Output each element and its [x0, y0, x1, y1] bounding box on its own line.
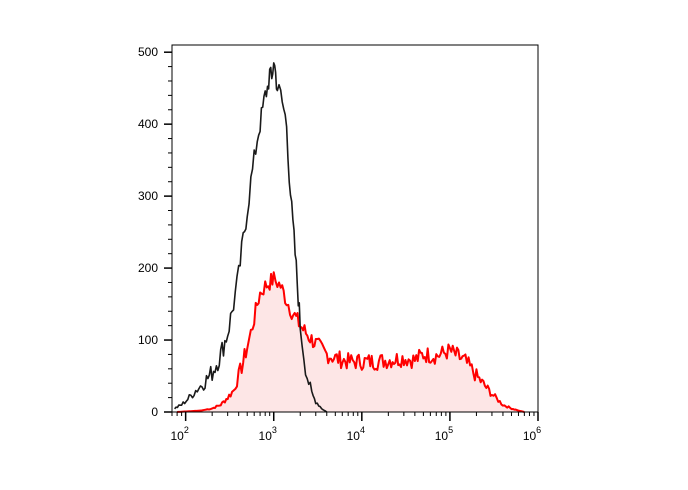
red-series-fill-layer — [177, 272, 525, 412]
x-tick-base: 10 — [259, 429, 273, 443]
y-tick-label: 400 — [138, 117, 158, 131]
y-tick-label: 500 — [138, 45, 158, 59]
series-lines-layer — [174, 62, 525, 413]
x-tick-base: 10 — [170, 429, 184, 443]
red-series-line — [177, 271, 525, 413]
y-tick-label: 300 — [138, 189, 158, 203]
x-tick-exponent: 3 — [272, 425, 277, 435]
x-tick-exponent: 2 — [184, 425, 189, 435]
x-tick-label: 102 — [170, 425, 188, 443]
plot-frame-layer — [171, 44, 539, 413]
x-tick-exponent: 6 — [536, 425, 541, 435]
y-tick-label: 100 — [138, 333, 158, 347]
y-tick-label: 200 — [138, 261, 158, 275]
x-tick-label: 103 — [259, 425, 277, 443]
plot-frame — [171, 44, 539, 413]
x-tick-label: 106 — [523, 425, 541, 443]
y-tick-label: 0 — [151, 405, 158, 419]
x-tick-base: 10 — [523, 429, 537, 443]
black-series-line — [174, 62, 328, 413]
x-tick-label: 105 — [435, 425, 453, 443]
x-tick-exponent: 4 — [360, 425, 365, 435]
x-tick-base: 10 — [435, 429, 449, 443]
x-tick-base: 10 — [347, 429, 361, 443]
red-series-area — [177, 272, 525, 412]
x-tick-label: 104 — [347, 425, 365, 443]
x-tick-exponent: 5 — [448, 425, 453, 435]
